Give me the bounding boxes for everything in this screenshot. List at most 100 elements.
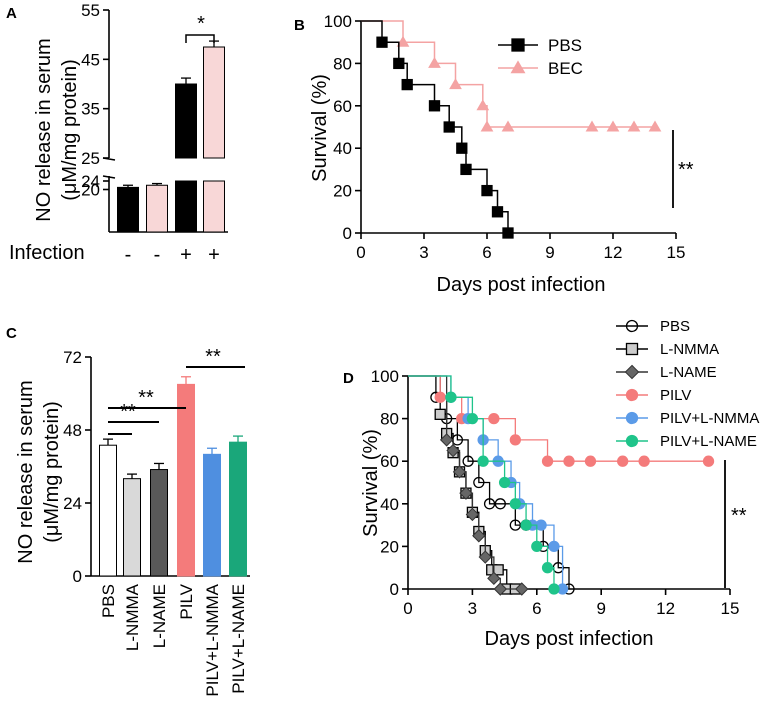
panel-b-ytick-label: 60 xyxy=(333,97,352,116)
panel-d-point xyxy=(638,455,650,467)
panel-b-point-bec xyxy=(627,120,641,132)
panel-a-bar xyxy=(117,186,139,233)
panel-b-point-bec xyxy=(449,78,462,90)
panel-c: NO release in serum (μM/mg protein) 0 24 4… xyxy=(15,346,250,697)
panel-a-xtick-label: - xyxy=(125,244,132,266)
panel-d-point xyxy=(584,455,597,467)
panel-d-xlabel: Days post infection xyxy=(485,628,654,650)
panel-b-point-pbs xyxy=(491,206,504,218)
panel-b-legend-marker xyxy=(511,38,525,52)
panel-b-point-pbs xyxy=(456,142,468,154)
panel-d-legend-label: L-NAME xyxy=(660,364,717,381)
panel-b-point-bec xyxy=(396,35,410,47)
panel-d-point xyxy=(492,564,504,576)
panel-c-sig-label: ** xyxy=(120,401,136,423)
panel-b-point-pbs xyxy=(481,184,493,197)
panel-b-xtick-label: 3 xyxy=(419,243,428,262)
panel-b-xtick-label: 9 xyxy=(545,243,554,262)
panel-d-point xyxy=(617,455,629,467)
panel-label-a: A xyxy=(6,5,17,22)
panel-b-ytick-label: 80 xyxy=(333,54,352,73)
panel-c-ytick-label: 48 xyxy=(63,421,82,440)
panel-d: Survival (%) Days post infection 0 20 40 60… xyxy=(360,318,759,650)
panel-d-xtick-label: 6 xyxy=(532,599,541,618)
panel-d-point xyxy=(472,529,486,543)
panel-c-ylabel-line1: NO release in serum xyxy=(15,380,37,563)
panel-d-series-line xyxy=(408,375,555,589)
panel-c-bar-l-nmma xyxy=(123,478,141,577)
panel-a-ytick-label: 24 xyxy=(81,172,100,191)
panel-c-xtick-label: PILV+L-NAME xyxy=(229,584,248,694)
panel-d-ytick-label: 100 xyxy=(371,367,399,386)
panel-c-bar-pilv+l-nmma xyxy=(203,453,221,577)
panel-b-xtick-label: 0 xyxy=(356,243,365,262)
panel-d-ylabel: Survival (%) xyxy=(360,429,382,537)
panel-b-point-pbs xyxy=(502,227,514,239)
panel-d-point xyxy=(452,465,467,479)
panel-b-point-pbs xyxy=(460,163,472,176)
panel-c-xtick-label: PILV xyxy=(177,583,196,619)
panel-d-legend-label: PBS xyxy=(660,318,690,335)
panel-b-point-bec xyxy=(428,56,441,68)
panel-d-point xyxy=(520,519,532,531)
panel-d-point xyxy=(466,412,479,425)
panel-b-point-pbs xyxy=(401,78,413,91)
panel-b-point-bec xyxy=(480,120,494,132)
panel-d-legend-label: PILV+L-NMMA xyxy=(660,410,759,427)
panel-c-bar-pilv xyxy=(177,383,195,577)
panel-b-point-bec xyxy=(648,120,662,132)
panel-a-bar xyxy=(146,184,168,233)
panel-d-legend-marker xyxy=(625,434,639,448)
panel-d-point xyxy=(488,412,500,425)
panel-d-legend-marker xyxy=(625,388,639,402)
panel-d-point xyxy=(459,486,473,500)
panel-a-ytick-label: 55 xyxy=(81,1,100,20)
panel-d-legend-marker xyxy=(625,411,639,425)
panel-d-point xyxy=(465,507,480,522)
panel-d-sig-label: ** xyxy=(731,505,747,527)
panel-b-point-bec xyxy=(585,120,599,132)
panel-d-point xyxy=(702,455,715,467)
panel-b-xlabel: Days post infection xyxy=(437,274,606,296)
panel-a-ytick-label: 20 xyxy=(81,181,100,200)
panel-d-point xyxy=(563,455,575,467)
panel-d-point xyxy=(548,583,560,595)
panel-c-sig-label: ** xyxy=(205,346,221,368)
panel-d-ytick-label: 20 xyxy=(380,537,399,556)
panel-d-point xyxy=(483,498,496,510)
panel-b: Survival (%) Days post infection 0204060… xyxy=(309,12,694,296)
panel-a-ytick-label: 25 xyxy=(81,149,100,168)
panel-d-point xyxy=(478,550,492,564)
panel-a-ytick-label: 45 xyxy=(81,50,100,69)
panel-b-ylabel: Survival (%) xyxy=(309,74,331,182)
panel-d-point xyxy=(515,582,529,596)
panel-b-series-line-bec xyxy=(361,20,655,128)
panel-b-point-bec xyxy=(476,99,490,111)
panel-b-xtick-label: 12 xyxy=(604,243,623,262)
panel-d-ytick-label: 40 xyxy=(380,495,399,514)
panel-a-bar-lower xyxy=(203,180,225,233)
panel-c-bar-l-name xyxy=(150,469,168,577)
panel-b-point-pbs xyxy=(428,100,441,112)
panel-d-ytick-label: 0 xyxy=(390,580,399,599)
panel-d-xtick-label: 9 xyxy=(596,599,605,618)
panel-b-legend-label: PBS xyxy=(548,36,582,55)
panel-c-ylabel-line2: (μM/mg protein) xyxy=(41,401,63,543)
panel-d-point xyxy=(439,433,454,447)
panel-d-point xyxy=(493,582,508,596)
panel-c-xtick-label: L-NAME xyxy=(150,584,169,648)
panel-d-legend-label: PILV xyxy=(660,387,691,404)
panel-d-point xyxy=(498,476,511,489)
panel-d-legend-label: PILV+L-NAME xyxy=(660,433,757,450)
panel-d-legend-label: L-NMMA xyxy=(660,341,719,358)
panel-c-bar-pilv+l-name xyxy=(229,441,247,577)
panel-d-point xyxy=(434,408,446,420)
panel-d-series-line xyxy=(408,375,564,589)
panel-d-ytick-label: 60 xyxy=(380,452,399,471)
panel-a: NO release in serum (μM/mg protein) 2024… xyxy=(9,1,228,266)
panel-d-ytick-label: 80 xyxy=(380,410,399,429)
panel-b-ytick-label: 0 xyxy=(343,224,352,243)
panel-d-xtick-label: 3 xyxy=(468,599,477,618)
panel-d-point xyxy=(541,455,554,467)
